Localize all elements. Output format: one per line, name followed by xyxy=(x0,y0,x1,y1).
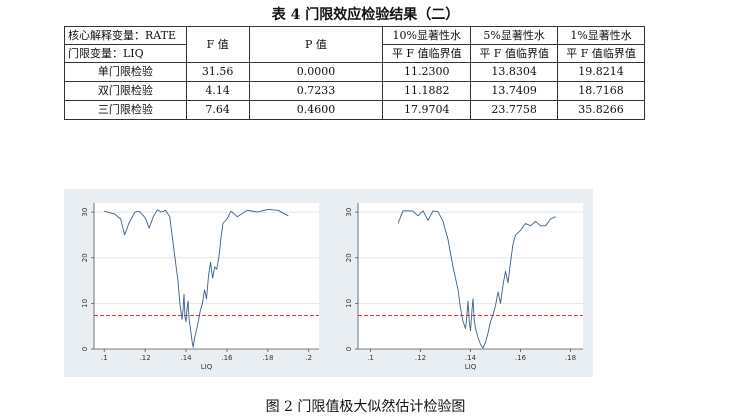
cell-p: 0.0000 xyxy=(248,62,384,82)
x-tick-label: .14 xyxy=(465,354,477,362)
table-title: 表 4 门限效应检验结果（二） xyxy=(271,7,460,23)
x-tick-label: .1 xyxy=(367,354,374,362)
cell-p: 0.7233 xyxy=(248,81,384,101)
lr-plot-panel-left: 0 10 20 30 .1 .12 .14 .16 .18 .2 LIQ xyxy=(64,189,329,377)
cell-crit-10: 11.1882 xyxy=(382,81,472,101)
header-p-value: P 值 xyxy=(248,26,384,63)
plot-area xyxy=(94,203,319,349)
y-tick-label: 30 xyxy=(345,208,353,217)
table-row: 双门限检验 4.14 0.7233 11.1882 13.7409 18.716… xyxy=(64,81,645,101)
x-tick-label: .1 xyxy=(101,354,108,362)
header-crit-10-line1: 10%显著性水 xyxy=(382,26,472,45)
cell-p: 0.4600 xyxy=(248,100,384,120)
table-header-row-1: 核心解释变量：RATE F 值 P 值 10%显著性水 5%显著性水 1%显著性… xyxy=(64,26,645,63)
lr-statistic-line xyxy=(104,208,289,348)
cell-f: 31.56 xyxy=(185,62,250,82)
x-axis-title: LIQ xyxy=(201,363,213,371)
cell-crit-10: 11.2300 xyxy=(382,62,472,82)
row-label: 单门限检验 xyxy=(64,62,187,82)
cell-crit-1: 19.8214 xyxy=(557,62,645,82)
x-tick-label: .18 xyxy=(262,354,273,362)
x-tick-label: .12 xyxy=(140,354,151,362)
figure-caption: 图 2 门限值极大似然估计检验图 xyxy=(265,399,466,415)
lr-chart-left: 0 10 20 30 .1 .12 .14 .16 .18 .2 LIQ xyxy=(81,203,319,371)
cell-crit-1: 18.7168 xyxy=(557,81,645,101)
header-crit-1-line2: 平 F 值临界值 xyxy=(557,44,645,63)
cell-f: 4.14 xyxy=(185,81,250,101)
y-tick-label: 0 xyxy=(345,347,353,351)
y-tick-label: 20 xyxy=(81,253,89,262)
cell-f: 7.64 xyxy=(185,100,250,120)
threshold-test-table: 核心解释变量：RATE F 值 P 值 10%显著性水 5%显著性水 1%显著性… xyxy=(64,26,645,120)
cell-crit-1: 35.8266 xyxy=(557,100,645,120)
header-core-variable: 核心解释变量：RATE xyxy=(64,26,187,45)
x-tick-label: .2 xyxy=(305,354,312,362)
x-axis-title: LIQ xyxy=(465,363,477,371)
y-tick-label: 10 xyxy=(81,299,89,308)
row-label: 三门限检验 xyxy=(64,100,187,120)
header-crit-5-line2: 平 F 值临界值 xyxy=(470,44,559,63)
row-label: 双门限检验 xyxy=(64,81,187,101)
cell-crit-10: 17.9704 xyxy=(382,100,472,120)
header-threshold-variable: 门限变量：LIQ xyxy=(64,44,187,63)
x-tick-label: .14 xyxy=(180,354,192,362)
header-crit-10-line2: 平 F 值临界值 xyxy=(382,44,472,63)
cell-crit-5: 13.7409 xyxy=(470,81,559,101)
header-f-value: F 值 xyxy=(185,26,250,63)
x-tick-label: .16 xyxy=(221,354,233,362)
table-row: 单门限检验 31.56 0.0000 11.2300 13.8304 19.82… xyxy=(64,62,645,82)
cell-crit-5: 13.8304 xyxy=(470,62,559,82)
lr-chart-right: 0 10 20 30 .1 .12 .14 .16 .18 LIQ xyxy=(345,203,583,371)
x-tick-label: .16 xyxy=(515,354,527,362)
y-tick-label: 20 xyxy=(345,253,353,262)
y-tick-label: 10 xyxy=(345,299,353,308)
cell-crit-5: 23.7758 xyxy=(470,100,559,120)
lr-plot-panel-right: 0 10 20 30 .1 .12 .14 .16 .18 LIQ xyxy=(328,189,593,377)
header-crit-1-line1: 1%显著性水 xyxy=(557,26,645,45)
y-tick-label: 0 xyxy=(81,347,89,351)
x-tick-label: .18 xyxy=(565,354,576,362)
y-tick-label: 30 xyxy=(81,208,89,217)
lr-statistic-line xyxy=(397,210,556,349)
table-row: 三门限检验 7.64 0.4600 17.9704 23.7758 35.826… xyxy=(64,100,645,120)
x-tick-label: .12 xyxy=(415,354,426,362)
header-crit-5-line1: 5%显著性水 xyxy=(470,26,559,45)
